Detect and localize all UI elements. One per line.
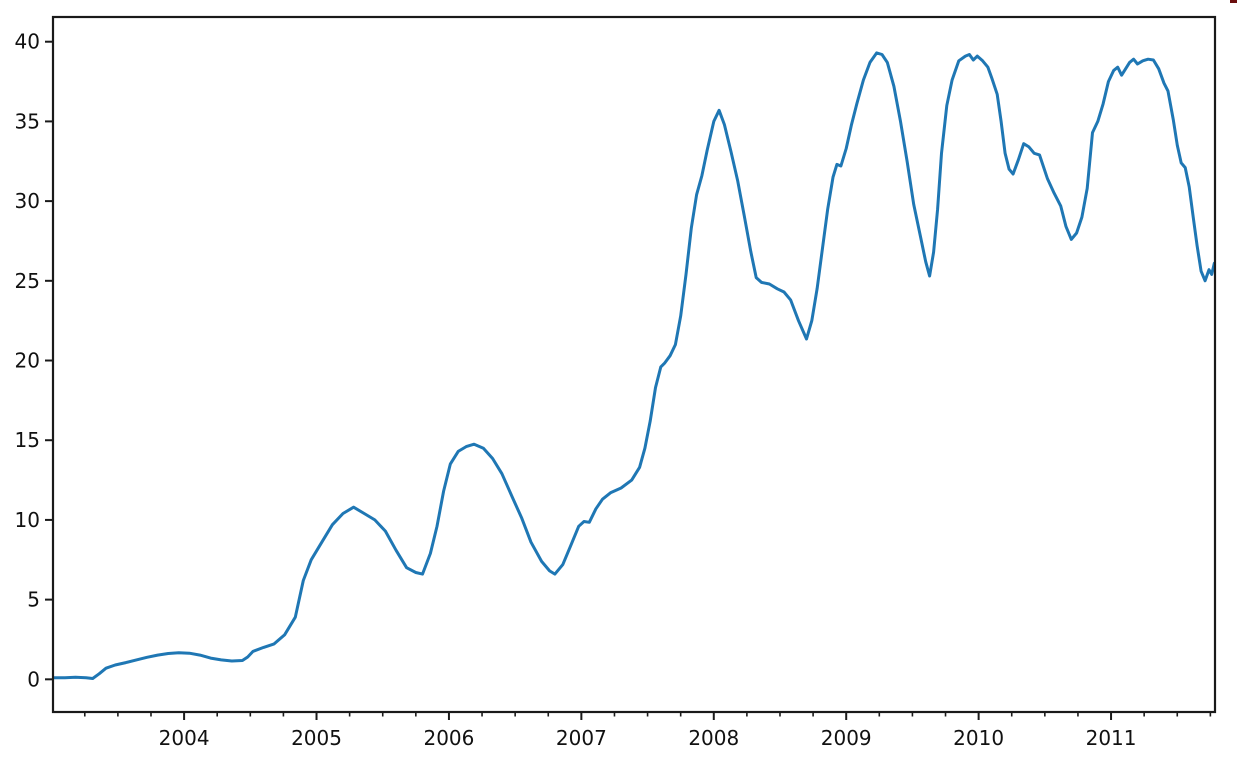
x-tick-label: 2007 <box>556 726 607 750</box>
y-tick-label: 20 <box>15 349 40 373</box>
y-tick-label: 15 <box>15 428 40 452</box>
x-tick-label: 2009 <box>821 726 872 750</box>
y-tick-label: 5 <box>27 588 40 612</box>
y-tick-label: 40 <box>15 30 40 54</box>
x-tick-label: 2006 <box>423 726 474 750</box>
y-tick-label: 30 <box>15 189 40 213</box>
x-tick-label: 2005 <box>291 726 342 750</box>
y-tick-label: 35 <box>15 109 40 133</box>
x-tick-label: 2004 <box>159 726 210 750</box>
y-tick-label: 25 <box>15 269 40 293</box>
x-tick-label: 2008 <box>688 726 739 750</box>
screen-corner-artifact <box>1230 0 1237 3</box>
y-tick-label: 10 <box>15 508 40 532</box>
x-tick-label: 2010 <box>953 726 1004 750</box>
y-tick-label: 0 <box>27 667 40 691</box>
x-tick-label: 2011 <box>1086 726 1137 750</box>
data-line <box>52 51 1216 680</box>
plot-border <box>51 15 1217 714</box>
